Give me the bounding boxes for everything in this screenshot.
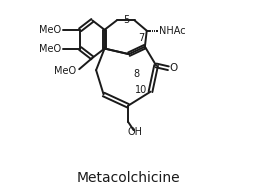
Text: 7: 7 bbox=[138, 33, 144, 43]
Text: 8: 8 bbox=[133, 69, 140, 79]
Text: 5: 5 bbox=[123, 15, 129, 25]
Text: NHAc: NHAc bbox=[159, 26, 186, 36]
Text: 10: 10 bbox=[135, 85, 147, 95]
Text: MeO: MeO bbox=[39, 43, 61, 53]
Text: OH: OH bbox=[127, 127, 142, 137]
Text: MeO: MeO bbox=[54, 66, 76, 76]
Text: Metacolchicine: Metacolchicine bbox=[76, 171, 180, 185]
Text: O: O bbox=[169, 63, 177, 73]
Text: MeO: MeO bbox=[39, 25, 61, 35]
